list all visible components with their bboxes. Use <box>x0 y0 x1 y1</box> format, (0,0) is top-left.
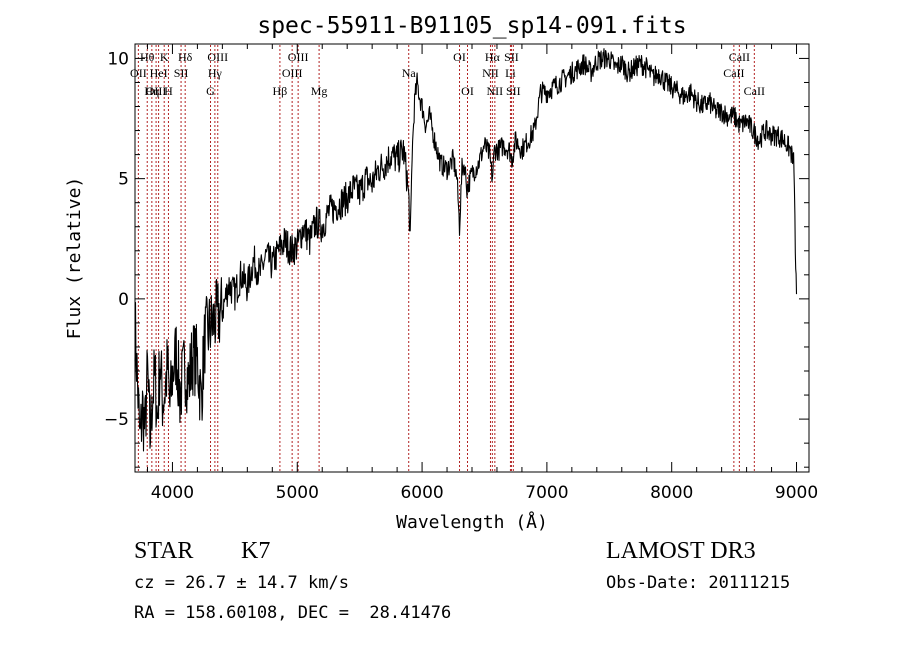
x-tick-label: 8000 <box>650 483 693 503</box>
x-tick-label: 9000 <box>775 483 818 503</box>
line-annotation: Hβ <box>273 84 288 98</box>
object-class: STAR <box>134 538 194 564</box>
x-axis: 4000 5000 6000 7000 8000 9000 <box>146 44 818 503</box>
line-annotation: CaII <box>729 50 750 64</box>
line-annotation: Hγ <box>208 66 223 80</box>
y-axis-label: Flux (relative) <box>64 177 85 340</box>
line-annotation: Hα <box>485 50 501 64</box>
x-tick-label: 6000 <box>400 483 443 503</box>
line-annotation: NII <box>487 84 504 98</box>
redshift-velocity: cz = 26.7 ± 14.7 km/s <box>134 573 349 593</box>
line-annotation: OI <box>453 50 466 64</box>
line-annotation: OI <box>461 84 474 98</box>
x-tick-label: 5000 <box>276 483 319 503</box>
y-tick-label: −5 <box>104 410 129 430</box>
line-annotation: OIII <box>288 50 309 64</box>
x-tick-label: 7000 <box>525 483 568 503</box>
line-annotation: Hη <box>144 84 159 98</box>
line-annotation: Mg <box>311 84 328 98</box>
line-annotation: OIII <box>207 50 228 64</box>
chart-title: spec-55911-B91105_sp14-091.fits <box>257 13 686 39</box>
line-annotation: SII <box>174 66 189 80</box>
sky-coordinates: RA = 158.60108, DEC = 28.41476 <box>134 603 452 623</box>
line-annotation: Na <box>402 66 417 80</box>
object-subclass: K7 <box>241 538 271 564</box>
y-axis: −5 0 5 10 <box>104 49 809 468</box>
line-annotation: CaII <box>744 84 765 98</box>
line-annotation: HeI <box>150 66 168 80</box>
line-annotation: Hθ <box>140 50 155 64</box>
y-tick-label: 10 <box>107 49 129 69</box>
survey-name: LAMOST DR3 <box>606 538 756 564</box>
y-tick-label: 0 <box>118 290 129 310</box>
line-annotation: SII <box>504 50 519 64</box>
line-annotation: OIII <box>146 84 167 98</box>
line-annotation: K <box>160 50 169 64</box>
line-annotation: OIII <box>282 66 303 80</box>
line-annotation: NII <box>482 66 499 80</box>
line-markers <box>137 45 755 471</box>
spectrum-series <box>134 48 798 452</box>
line-annotation: OII <box>130 66 147 80</box>
y-tick-label: 5 <box>118 170 129 190</box>
line-annotation: SII <box>506 84 521 98</box>
line-annotation: Li <box>505 66 516 80</box>
line-annotation: G <box>206 84 215 98</box>
x-axis-label: Wavelength (Å) <box>396 511 548 533</box>
x-tick-label: 4000 <box>151 483 194 503</box>
line-annotation: H <box>164 84 173 98</box>
observation-date: Obs-Date: 20111215 <box>606 573 791 593</box>
line-annotation: CaII <box>723 66 744 80</box>
spectrum-line <box>134 48 798 452</box>
line-annotation: Hδ <box>178 50 193 64</box>
plot-frame <box>134 43 810 473</box>
